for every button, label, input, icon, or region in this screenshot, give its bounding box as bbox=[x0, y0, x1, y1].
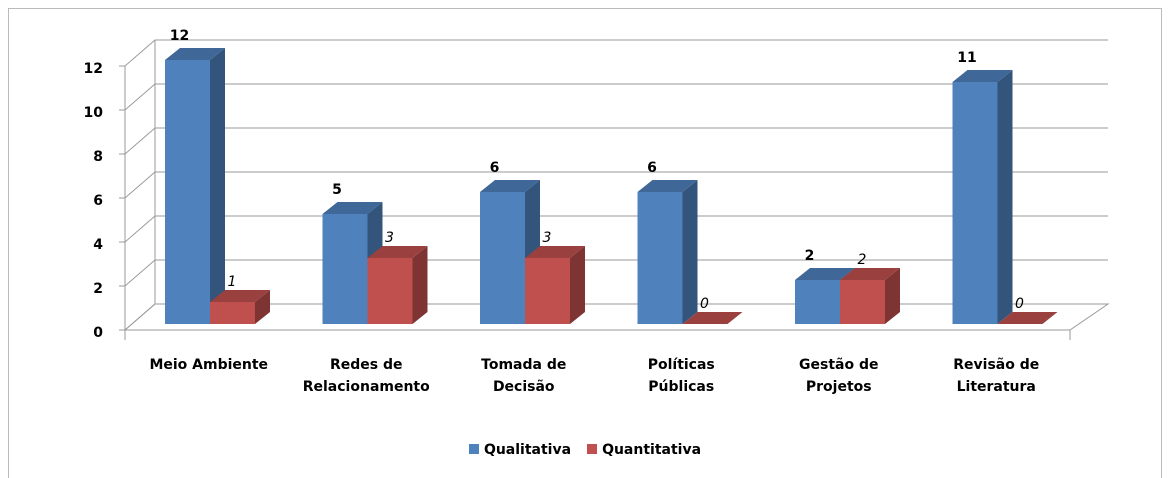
data-label: 2 bbox=[805, 248, 815, 264]
bar-side bbox=[570, 246, 585, 324]
bar-side bbox=[997, 70, 1013, 324]
legend-label: Qualitativa bbox=[483, 442, 572, 458]
y-tick-label: 4 bbox=[93, 237, 103, 253]
bar-top bbox=[795, 268, 855, 280]
bar-front bbox=[952, 82, 998, 324]
bar-top bbox=[525, 246, 585, 258]
bar-top bbox=[682, 312, 743, 324]
legend-item: Quantitativa bbox=[587, 442, 701, 458]
y-tick-label: 10 bbox=[84, 105, 104, 121]
bar-top bbox=[840, 268, 900, 280]
bar bbox=[367, 246, 428, 324]
bar-front bbox=[637, 192, 683, 324]
data-label: 6 bbox=[490, 160, 500, 176]
bar bbox=[952, 70, 1013, 324]
bar bbox=[997, 312, 1058, 324]
bar-side bbox=[210, 48, 225, 324]
bar-top bbox=[480, 180, 540, 192]
bar-top bbox=[997, 312, 1058, 324]
bar-front bbox=[367, 258, 413, 324]
data-label: 12 bbox=[170, 28, 189, 44]
legend-swatch bbox=[468, 444, 479, 454]
bar-front bbox=[165, 60, 210, 324]
x-tick-label: Redes de Relacionamento bbox=[302, 357, 430, 395]
x-tick-label: Políticas Públicas bbox=[647, 357, 715, 395]
y-tick-label: 8 bbox=[93, 149, 103, 165]
bar-top bbox=[165, 48, 225, 60]
bar-front bbox=[322, 214, 368, 324]
y-tick-label: 12 bbox=[84, 61, 103, 77]
bar bbox=[682, 312, 743, 324]
data-label: 11 bbox=[957, 50, 976, 66]
x-tick-label: Gestão de Projetos bbox=[799, 357, 879, 395]
bar bbox=[210, 290, 270, 324]
bar bbox=[840, 268, 900, 324]
bar bbox=[165, 48, 225, 324]
bar-side bbox=[412, 246, 428, 324]
bar-top bbox=[637, 180, 698, 192]
bar-top bbox=[367, 246, 428, 258]
legend-swatch bbox=[587, 444, 598, 454]
bar-front bbox=[210, 302, 255, 324]
x-tick-label: Meio Ambiente bbox=[149, 357, 269, 373]
x-tick-label: Tomada de Decisão bbox=[481, 357, 567, 395]
legend: Qualitativa Quantitativa bbox=[0, 442, 1170, 458]
legend-item: Qualitativa bbox=[468, 442, 572, 458]
data-label: 3 bbox=[385, 230, 394, 246]
bar-top bbox=[322, 202, 383, 214]
data-label: 2 bbox=[858, 252, 867, 268]
legend-label: Quantitativa bbox=[602, 442, 702, 458]
bar-front bbox=[525, 258, 570, 324]
x-tick-label: Revisão de Literatura bbox=[953, 357, 1040, 395]
data-label: 3 bbox=[543, 230, 552, 246]
bar-top bbox=[210, 290, 270, 302]
bar bbox=[637, 180, 698, 324]
bar-side bbox=[885, 268, 900, 324]
data-label: 1 bbox=[228, 274, 237, 290]
data-label: 6 bbox=[647, 160, 657, 176]
bar-front bbox=[480, 192, 525, 324]
chart-frame bbox=[8, 8, 1162, 478]
y-tick-label: 2 bbox=[93, 281, 103, 297]
bar-top bbox=[952, 70, 1013, 82]
y-tick-label: 6 bbox=[93, 193, 103, 209]
bar-front bbox=[840, 280, 885, 324]
data-label: 0 bbox=[700, 296, 709, 312]
data-label: 0 bbox=[1015, 296, 1024, 312]
bar-side bbox=[682, 180, 698, 324]
bar-side bbox=[255, 290, 270, 324]
bar-front bbox=[795, 280, 840, 324]
bar bbox=[525, 246, 585, 324]
data-label: 5 bbox=[332, 182, 342, 198]
y-tick-label: 0 bbox=[93, 325, 103, 341]
